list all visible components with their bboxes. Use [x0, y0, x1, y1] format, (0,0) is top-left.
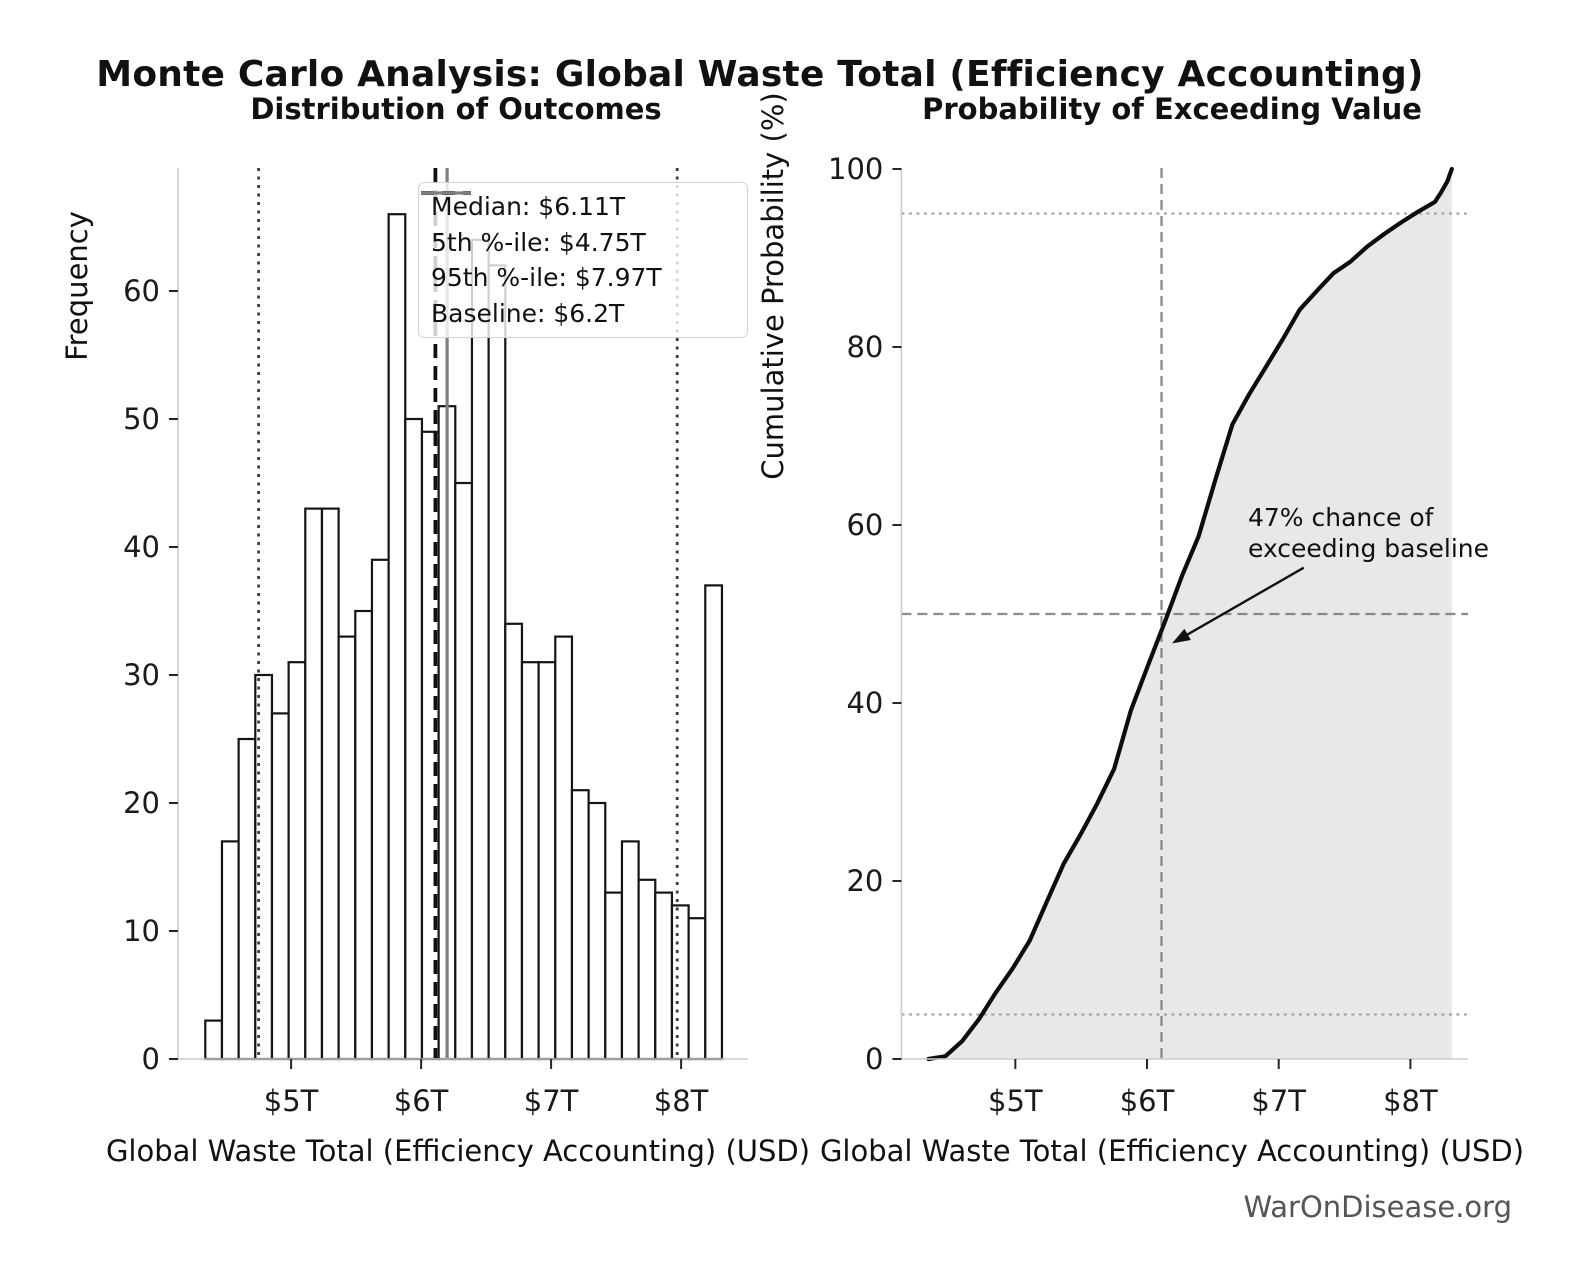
histogram-bar	[587, 801, 607, 1061]
left-x-tick-label: $6T	[394, 1084, 449, 1118]
histogram-bar	[520, 661, 540, 1061]
histogram-bar	[620, 840, 640, 1061]
histogram-bar	[470, 238, 490, 1061]
right-x-tick-label: $6T	[1120, 1084, 1175, 1118]
histogram-bar	[387, 213, 407, 1061]
main-title: Monte Carlo Analysis: Global Waste Total…	[96, 54, 1424, 95]
histogram-bar	[704, 584, 724, 1061]
histogram-bar	[204, 1019, 224, 1061]
right-y-tick-label: 100	[828, 152, 883, 186]
right-y-tick-label: 80	[846, 330, 883, 364]
annotation-line1: 47% chance of	[1248, 503, 1434, 532]
left-y-tick-label: 50	[123, 402, 160, 436]
histogram-bar	[670, 904, 690, 1061]
left-y-tick-label: 60	[123, 274, 160, 308]
histogram-bar	[487, 264, 507, 1061]
histogram-bar	[504, 622, 524, 1061]
histogram-bar	[687, 917, 707, 1061]
histogram-bar	[220, 840, 240, 1061]
histogram-bar	[537, 661, 557, 1061]
histogram-bar	[337, 635, 357, 1061]
left-y-tick-label: 20	[123, 786, 160, 820]
left-x-tick-label: $7T	[524, 1084, 579, 1118]
histogram-bar	[270, 712, 290, 1061]
left-y-tick-label: 30	[123, 658, 160, 692]
left-y-axis-label: Frequency	[60, 211, 94, 361]
cdf-curve	[926, 166, 1454, 1062]
histogram-bar	[454, 481, 474, 1061]
left-x-axis-label: Global Waste Total (Efficiency Accountin…	[105, 1134, 811, 1168]
legend-item-95th-percentile: 95th %-ile: $7.97T	[421, 191, 737, 295]
left-y-tick-label: 40	[123, 530, 160, 564]
histogram-bar	[654, 891, 674, 1061]
histogram-bar	[304, 507, 324, 1061]
left-x-tick-label: $8T	[654, 1084, 709, 1118]
legend-label: 5th %-ile: $4.75T	[431, 227, 646, 257]
histogram-bar	[554, 635, 574, 1061]
right-y-tick-label: 40	[846, 686, 883, 720]
legend-label: Median: $6.11T	[431, 192, 626, 222]
right-x-tick-label: $7T	[1251, 1084, 1306, 1118]
histogram-bar	[404, 417, 424, 1061]
footer-watermark: WarOnDisease.org	[1243, 1190, 1512, 1224]
right-x-tick-label: $8T	[1383, 1084, 1438, 1118]
legend: Median: $6.11T 5th %-ile: $4.75T 95th %-…	[418, 182, 748, 338]
left-subplot-title: Distribution of Outcomes	[250, 92, 662, 126]
histogram-bar	[637, 878, 657, 1061]
right-y-tick-label: 20	[846, 864, 883, 898]
legend-item-5th-percentile: 5th %-ile: $4.75T	[421, 191, 737, 259]
left-y-tick-label: 0	[142, 1042, 160, 1076]
histogram-bar	[237, 737, 257, 1061]
legend-label: Baseline: $6.2T	[431, 298, 625, 328]
histogram-bar	[604, 891, 624, 1061]
histogram-bar	[354, 609, 374, 1061]
legend-item-median: Median: $6.11T	[421, 190, 737, 224]
right-x-tick-label: $5T	[988, 1084, 1043, 1118]
solid-line-sample-icon	[421, 191, 471, 195]
left-x-tick-label: $5T	[264, 1084, 319, 1118]
right-subplot-title: Probability of Exceeding Value	[922, 92, 1422, 126]
histogram-bar	[570, 789, 590, 1061]
annotation-line2: exceeding baseline	[1248, 534, 1489, 563]
left-y-tick-label: 10	[123, 914, 160, 948]
right-x-axis-label: Global Waste Total (Efficiency Accountin…	[819, 1134, 1525, 1168]
histogram-bar	[370, 558, 390, 1061]
legend-label: 95th %-ile: $7.97T	[431, 263, 662, 293]
histogram-bar	[287, 661, 307, 1061]
annotation-47-percent: 47% chance of exceeding baseline	[1248, 502, 1489, 564]
annotation-arrowhead	[1172, 628, 1191, 644]
histogram-bar	[320, 507, 340, 1061]
annotation-arrow-line	[1183, 566, 1305, 638]
right-y-tick-label: 0	[865, 1042, 883, 1076]
legend-item-baseline: Baseline: $6.2T	[421, 191, 737, 330]
right-y-axis-label: Cumulative Probability (%)	[756, 92, 790, 480]
right-y-tick-label: 60	[846, 508, 883, 542]
